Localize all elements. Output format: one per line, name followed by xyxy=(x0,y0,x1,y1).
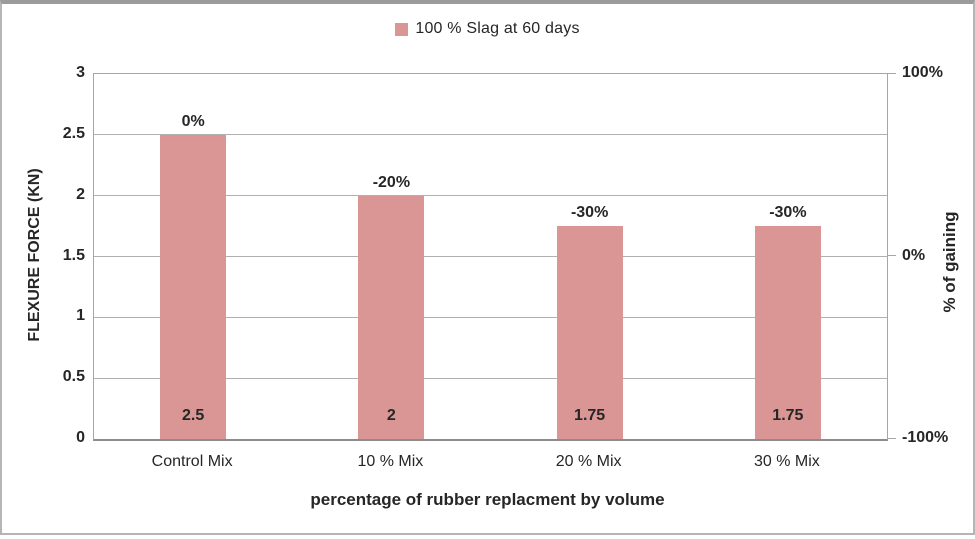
y-axis-tick-label-left: 1 xyxy=(76,307,85,325)
y-axis-tick-label-left: 0.5 xyxy=(62,368,85,386)
legend-series-label: 100 % Slag at 60 days xyxy=(415,20,580,37)
bar xyxy=(160,134,227,439)
bar-gain-label: -20% xyxy=(372,173,411,191)
x-category-label: 10 % Mix xyxy=(357,453,424,470)
y-axis-title-right: % of gaining xyxy=(940,211,959,313)
y-axis-tick-mark-right xyxy=(887,437,896,439)
bar xyxy=(556,226,623,439)
x-category-label: 30 % Mix xyxy=(753,453,820,470)
y-axis-tick-label-left: 2 xyxy=(76,185,85,203)
gridline xyxy=(94,195,887,197)
y-axis-tick-label-left: 2.5 xyxy=(62,124,85,142)
bar-value-label: 1.75 xyxy=(772,407,804,424)
x-category-label: 20 % Mix xyxy=(555,453,622,470)
bar-value-label: 1.75 xyxy=(574,407,606,424)
bar-gain-label: -30% xyxy=(570,204,609,222)
legend: 100 % Slag at 60 days xyxy=(0,20,975,38)
gridline xyxy=(94,316,887,318)
x-category-label: Control Mix xyxy=(151,453,233,470)
legend-marker-swatch xyxy=(395,22,409,36)
x-axis-title: percentage of rubber replacment by volum… xyxy=(310,490,665,509)
y-axis-tick-label-left: 3 xyxy=(76,64,85,81)
bar-value-label: 2.5 xyxy=(182,407,205,424)
y-axis-tick-label-right: 100% xyxy=(902,64,943,81)
bar-gain-label: 0% xyxy=(181,112,205,130)
bar-value-label: 2 xyxy=(386,407,396,424)
gridline xyxy=(94,377,887,379)
gridline xyxy=(94,134,887,136)
gridline xyxy=(94,256,887,257)
y-axis-tick-mark-right xyxy=(887,72,896,74)
y-axis-tick-mark-right xyxy=(887,255,896,256)
y-axis-tick-label-right: 0% xyxy=(902,246,926,264)
y-axis-tick-label-left: 0 xyxy=(76,429,85,446)
y-axis-tick-label-left: 1.5 xyxy=(62,246,85,264)
bar xyxy=(754,226,821,439)
y-axis-tick-label-right: -100% xyxy=(902,429,949,446)
bar xyxy=(358,195,425,439)
bar-gain-label: -30% xyxy=(769,204,807,222)
plot-area: 2.5 0% 2 -20% 1.75 -30% 1.75 -30% xyxy=(93,73,888,441)
